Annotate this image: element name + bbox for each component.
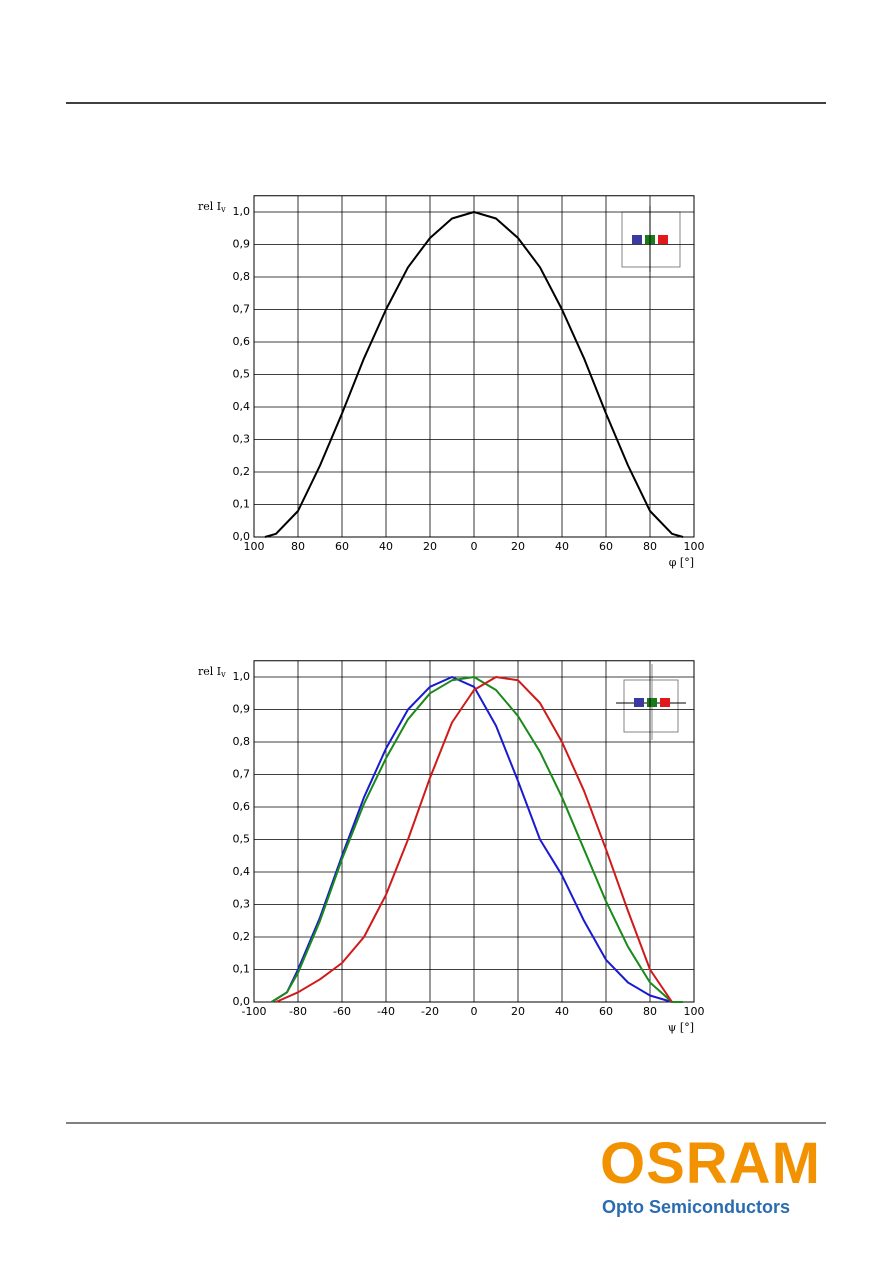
y-tick-label: 1,0: [233, 205, 251, 218]
x-tick-label: -80: [289, 1005, 307, 1018]
y-tick-label: 0,1: [233, 963, 251, 976]
y-tick-label: 0,0: [233, 530, 251, 543]
y-tick-label: 0,8: [233, 270, 251, 283]
y-tick-label: 0,8: [233, 735, 251, 748]
x-tick-label: -60: [333, 1005, 351, 1018]
x-tick-label: 40: [555, 1005, 569, 1018]
x-tick-label: 60: [599, 1005, 613, 1018]
x-tick-label: 40: [555, 540, 569, 553]
x-tick-label: 20: [511, 1005, 525, 1018]
x-tick-label: -40: [377, 1005, 395, 1018]
y-tick-label: 0,9: [233, 703, 251, 716]
y-tick-label: 0,7: [233, 303, 251, 316]
y-axis-label-sub: v: [220, 205, 226, 214]
y-tick-label: 0,0: [233, 995, 251, 1008]
x-tick-label: 100: [244, 540, 265, 553]
y-tick-label: 0,3: [233, 898, 251, 911]
y-axis-label-main: rel I: [198, 665, 221, 678]
y-tick-label: 0,3: [233, 433, 251, 446]
y-axis-label: rel Iv: [198, 665, 226, 679]
y-tick-label: 0,6: [233, 335, 251, 348]
logo: OSRAM: [600, 1131, 821, 1196]
x-tick-label: 60: [335, 540, 349, 553]
y-tick-label: 0,6: [233, 800, 251, 813]
y-tick-label: 0,4: [233, 400, 251, 413]
x-tick-label: 60: [599, 540, 613, 553]
x-axis-label: φ [°]: [669, 556, 694, 569]
y-tick-label: 0,5: [233, 833, 251, 846]
inset-icon: [621, 206, 681, 272]
x-tick-label: 80: [291, 540, 305, 553]
inset-icon: [616, 664, 686, 740]
y-tick-label: 0,4: [233, 865, 251, 878]
x-tick-label: 100: [684, 1005, 705, 1018]
x-tick-label: 0: [471, 540, 478, 553]
y-tick-label: 0,2: [233, 930, 251, 943]
y-tick-label: 1,0: [233, 670, 251, 683]
y-tick-label: 0,1: [233, 498, 251, 511]
y-axis-label: rel Iv: [198, 200, 226, 214]
x-tick-label: 40: [379, 540, 393, 553]
curve: [271, 676, 673, 1003]
x-tick-label: 20: [423, 540, 437, 553]
y-axis-label-sub: v: [220, 670, 226, 679]
y-tick-label: 0,5: [233, 368, 251, 381]
x-tick-label: 0: [471, 1005, 478, 1018]
curve: [271, 676, 683, 1003]
x-tick-label: -100: [242, 1005, 267, 1018]
y-tick-label: 0,2: [233, 465, 251, 478]
tagline: Opto Semiconductors: [602, 1197, 791, 1217]
curve: [275, 676, 673, 1003]
x-tick-label: 100: [684, 540, 705, 553]
y-axis-label-main: rel I: [198, 200, 221, 213]
x-tick-label: -20: [421, 1005, 439, 1018]
x-axis-label: ψ [°]: [668, 1021, 694, 1034]
y-tick-label: 0,7: [233, 768, 251, 781]
curve: [264, 211, 684, 538]
x-tick-label: 80: [643, 540, 657, 553]
y-tick-label: 0,9: [233, 238, 251, 251]
x-tick-label: 20: [511, 540, 525, 553]
x-tick-label: 80: [643, 1005, 657, 1018]
